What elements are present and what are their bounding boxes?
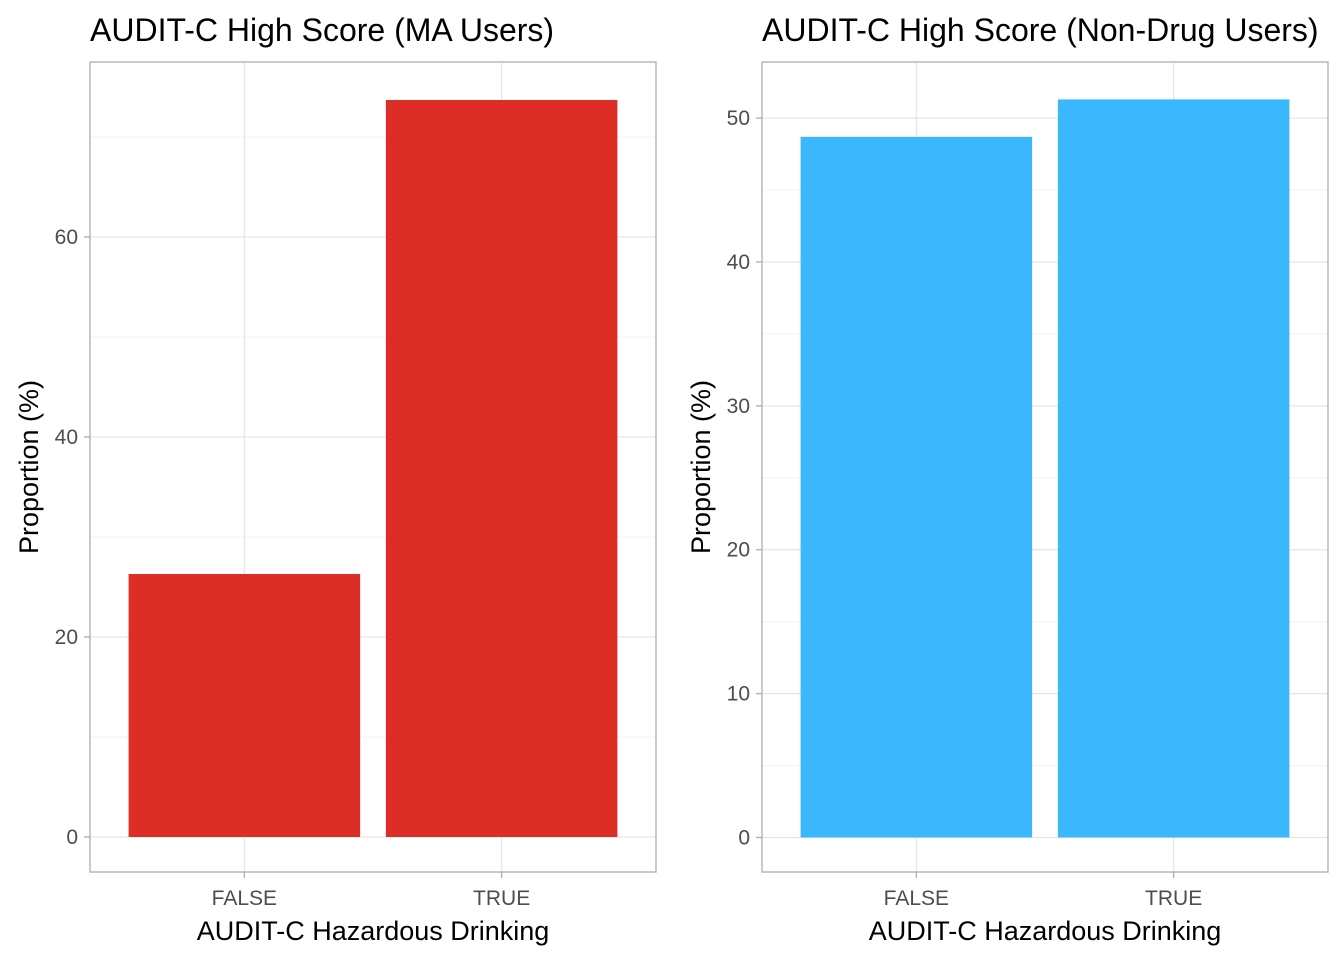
panel-border [761, 61, 1329, 873]
chart-title: AUDIT-C High Score (Non-Drug Users) [762, 12, 1319, 48]
y-tick-label: 20 [55, 626, 78, 649]
y-tick-label: 10 [727, 683, 750, 706]
y-tick-label: 0 [738, 826, 750, 849]
x-tick-label: TRUE [473, 887, 530, 910]
y-tick-label: 50 [727, 107, 750, 130]
y-tick-label: 40 [55, 426, 78, 449]
y-tick-label: 30 [727, 395, 750, 418]
y-tick-label: 60 [55, 226, 78, 249]
chart-title: AUDIT-C High Score (MA Users) [90, 12, 554, 48]
y-tick-label: 40 [727, 251, 750, 274]
y-tick-label: 20 [727, 539, 750, 562]
bar-true [385, 100, 618, 837]
chart-ma-users: 0 20 40 60 FALSE TRUE AUDIT-C High Score (MA … [14, 12, 657, 946]
bar-true [1057, 99, 1290, 838]
bar-false [800, 136, 1033, 838]
bar-false [128, 574, 361, 837]
x-tick-label: FALSE [884, 887, 949, 910]
chart-non-drug-users: 0 10 20 30 40 50 FALSE TRUE AUDIT-C High Score … [686, 12, 1329, 946]
y-tick-label: 0 [66, 826, 78, 849]
x-tick-label: TRUE [1145, 887, 1202, 910]
y-axis-title: Proportion (%) [14, 380, 44, 554]
y-axis-title: Proportion (%) [686, 380, 716, 554]
x-axis-title: AUDIT-C Hazardous Drinking [869, 916, 1222, 946]
x-axis-title: AUDIT-C Hazardous Drinking [197, 916, 550, 946]
panel-border [89, 61, 657, 873]
x-tick-label: FALSE [212, 887, 277, 910]
